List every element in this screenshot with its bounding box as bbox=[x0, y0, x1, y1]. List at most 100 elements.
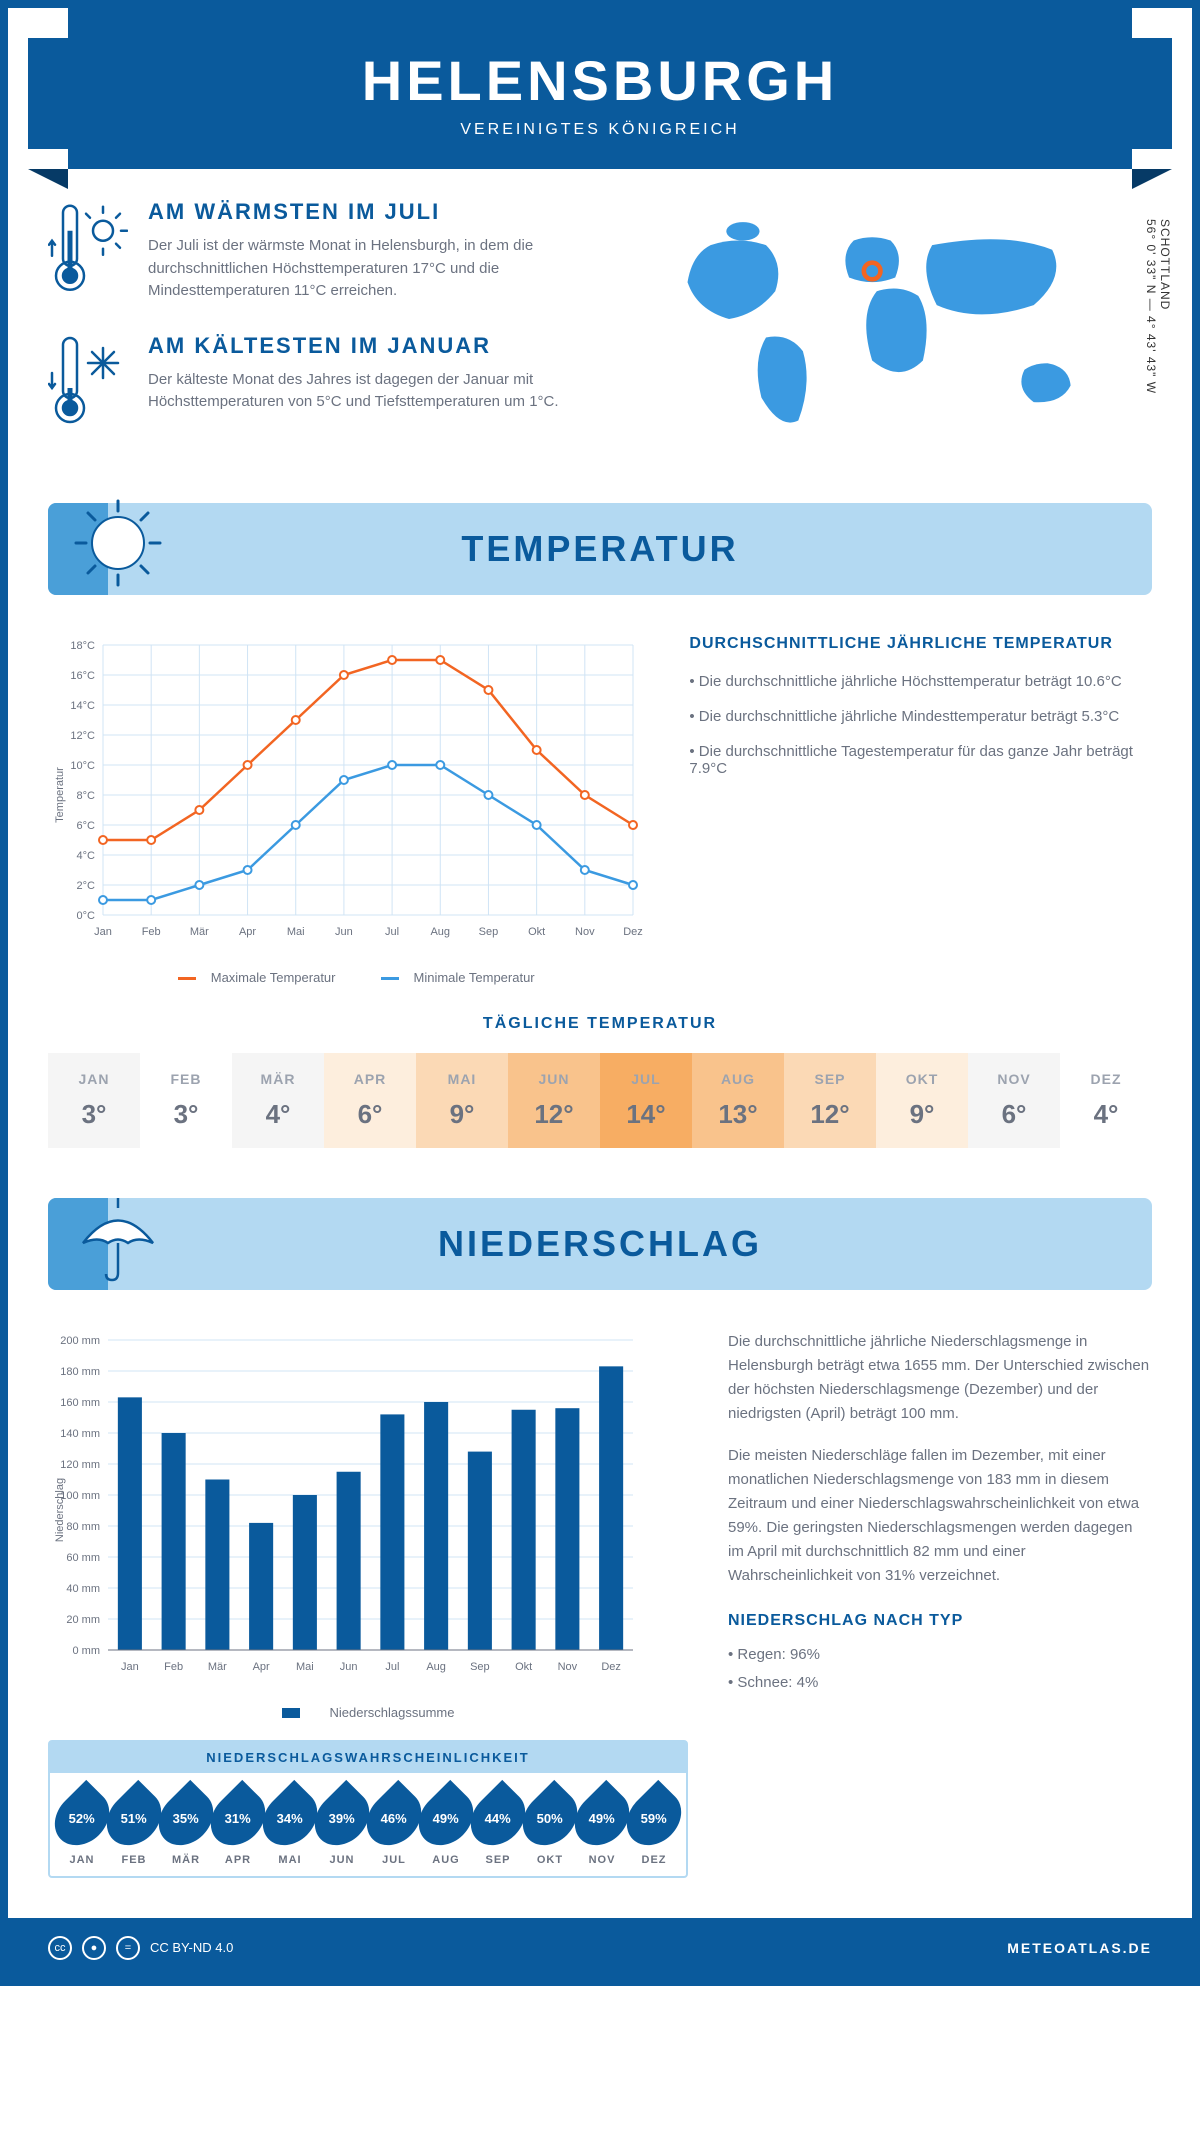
probability-drop: 49%AUG bbox=[422, 1788, 470, 1866]
svg-text:0 mm: 0 mm bbox=[73, 1645, 101, 1657]
svg-text:Jun: Jun bbox=[335, 926, 353, 938]
daily-cell: APR6° bbox=[324, 1053, 416, 1148]
svg-text:Jun: Jun bbox=[340, 1661, 358, 1673]
precipitation-banner: NIEDERSCHLAG bbox=[48, 1198, 1152, 1290]
svg-text:0°C: 0°C bbox=[77, 910, 96, 922]
temp-bullet: • Die durchschnittliche Tagestemperatur … bbox=[689, 743, 1152, 777]
precip-section-title: NIEDERSCHLAG bbox=[48, 1223, 1152, 1265]
probability-drop: 44%SEP bbox=[474, 1788, 522, 1866]
precip-bytype-list: • Regen: 96%• Schnee: 4% bbox=[728, 1643, 1152, 1695]
daily-cell: AUG13° bbox=[692, 1053, 784, 1148]
svg-text:40 mm: 40 mm bbox=[66, 1583, 100, 1595]
world-map bbox=[620, 199, 1152, 439]
cc-icon: cc bbox=[48, 1936, 72, 1960]
daily-cell: MAI9° bbox=[416, 1053, 508, 1148]
daily-cell: OKT9° bbox=[876, 1053, 968, 1148]
precipitation-bar-chart: 0 mm20 mm40 mm60 mm80 mm100 mm120 mm140 … bbox=[48, 1330, 648, 1690]
probability-title: NIEDERSCHLAGSWAHRSCHEINLICHKEIT bbox=[50, 1742, 686, 1773]
svg-text:10°C: 10°C bbox=[70, 760, 95, 772]
probability-drop: 35%MÄR bbox=[162, 1788, 210, 1866]
precip-paragraph: Die durchschnittliche jährliche Niedersc… bbox=[728, 1330, 1152, 1426]
svg-text:Sep: Sep bbox=[479, 926, 499, 938]
temp-bullet: • Die durchschnittliche jährliche Höchst… bbox=[689, 673, 1152, 690]
warmest-text: Der Juli ist der wärmste Monat in Helens… bbox=[148, 235, 580, 303]
temp-bullet: • Die durchschnittliche jährliche Mindes… bbox=[689, 708, 1152, 725]
svg-text:2°C: 2°C bbox=[77, 880, 96, 892]
thermometer-sun-icon bbox=[48, 199, 128, 303]
probability-drop: 46%JUL bbox=[370, 1788, 418, 1866]
line-chart-legend: Maximale TemperaturMinimale Temperatur bbox=[48, 970, 649, 985]
svg-text:160 mm: 160 mm bbox=[60, 1397, 100, 1409]
svg-text:Feb: Feb bbox=[164, 1661, 183, 1673]
svg-text:Jan: Jan bbox=[121, 1661, 139, 1673]
probability-drop: 50%OKT bbox=[526, 1788, 574, 1866]
footer: cc ● = CC BY-ND 4.0 METEOATLAS.DE bbox=[8, 1918, 1192, 1978]
svg-text:Niederschlag: Niederschlag bbox=[54, 1477, 66, 1541]
daily-cell: DEZ4° bbox=[1060, 1053, 1152, 1148]
svg-text:4°C: 4°C bbox=[77, 850, 96, 862]
svg-text:Apr: Apr bbox=[253, 1661, 270, 1673]
temp-section-title: TEMPERATUR bbox=[48, 528, 1152, 570]
svg-text:Okt: Okt bbox=[515, 1661, 532, 1673]
svg-text:60 mm: 60 mm bbox=[66, 1552, 100, 1564]
svg-text:120 mm: 120 mm bbox=[60, 1459, 100, 1471]
daily-cell: FEB3° bbox=[140, 1053, 232, 1148]
svg-text:Feb: Feb bbox=[142, 926, 161, 938]
license-text: CC BY-ND 4.0 bbox=[150, 1940, 233, 1955]
svg-text:Okt: Okt bbox=[528, 926, 545, 938]
probability-drop: 52%JAN bbox=[58, 1788, 106, 1866]
svg-text:200 mm: 200 mm bbox=[60, 1335, 100, 1347]
daily-temp-grid: JAN3°FEB3°MÄR4°APR6°MAI9°JUN12°JUL14°AUG… bbox=[48, 1053, 1152, 1148]
svg-text:Nov: Nov bbox=[558, 1661, 578, 1673]
precip-text: Die durchschnittliche jährliche Niedersc… bbox=[728, 1330, 1152, 1588]
sun-icon bbox=[68, 493, 168, 593]
coldest-text: Der kälteste Monat des Jahres ist dagege… bbox=[148, 369, 580, 414]
svg-text:100 mm: 100 mm bbox=[60, 1490, 100, 1502]
daily-cell: SEP12° bbox=[784, 1053, 876, 1148]
probability-drop: 34%MAI bbox=[266, 1788, 314, 1866]
svg-text:6°C: 6°C bbox=[77, 820, 96, 832]
daily-cell: JUL14° bbox=[600, 1053, 692, 1148]
svg-text:80 mm: 80 mm bbox=[66, 1521, 100, 1533]
warmest-fact: AM WÄRMSTEN IM JULI Der Juli ist der wär… bbox=[48, 199, 580, 303]
precip-bytype-item: • Schnee: 4% bbox=[728, 1671, 1152, 1695]
svg-text:Jul: Jul bbox=[385, 1661, 399, 1673]
svg-text:Apr: Apr bbox=[239, 926, 256, 938]
precip-bytype-title: NIEDERSCHLAG NACH TYP bbox=[728, 1608, 1152, 1634]
svg-text:Temperatur: Temperatur bbox=[54, 766, 66, 822]
svg-text:8°C: 8°C bbox=[77, 790, 96, 802]
coldest-title: AM KÄLTESTEN IM JANUAR bbox=[148, 333, 580, 359]
svg-text:Mai: Mai bbox=[287, 926, 305, 938]
country-subtitle: VEREINIGTES KÖNIGREICH bbox=[28, 121, 1172, 139]
temperature-line-chart: 0°C2°C4°C6°C8°C10°C12°C14°C16°C18°CJanFe… bbox=[48, 635, 648, 955]
svg-text:Dez: Dez bbox=[623, 926, 643, 938]
svg-text:12°C: 12°C bbox=[70, 730, 95, 742]
svg-text:140 mm: 140 mm bbox=[60, 1428, 100, 1440]
temperature-banner: TEMPERATUR bbox=[48, 503, 1152, 595]
svg-text:Sep: Sep bbox=[470, 1661, 490, 1673]
temp-info-title: DURCHSCHNITTLICHE JÄHRLICHE TEMPERATUR bbox=[689, 635, 1152, 653]
svg-text:14°C: 14°C bbox=[70, 700, 95, 712]
intro-section: AM WÄRMSTEN IM JULI Der Juli ist der wär… bbox=[48, 199, 1152, 463]
daily-cell: NOV6° bbox=[968, 1053, 1060, 1148]
daily-cell: JAN3° bbox=[48, 1053, 140, 1148]
umbrella-icon bbox=[68, 1188, 168, 1288]
probability-drop: 31%APR bbox=[214, 1788, 262, 1866]
svg-text:Aug: Aug bbox=[426, 1661, 446, 1673]
daily-cell: JUN12° bbox=[508, 1053, 600, 1148]
nd-icon: = bbox=[116, 1936, 140, 1960]
svg-text:Mai: Mai bbox=[296, 1661, 314, 1673]
header-banner: HELENSBURGH VEREINIGTES KÖNIGREICH bbox=[68, 8, 1132, 169]
probability-drop: 49%NOV bbox=[578, 1788, 626, 1866]
probability-drop: 39%JUN bbox=[318, 1788, 366, 1866]
thermometer-snow-icon bbox=[48, 333, 128, 433]
temp-bullets: • Die durchschnittliche jährliche Höchst… bbox=[689, 673, 1152, 777]
probability-box: NIEDERSCHLAGSWAHRSCHEINLICHKEIT 52%JAN51… bbox=[48, 1740, 688, 1878]
daily-cell: MÄR4° bbox=[232, 1053, 324, 1148]
coldest-fact: AM KÄLTESTEN IM JANUAR Der kälteste Mona… bbox=[48, 333, 580, 433]
infographic-page: HELENSBURGH VEREINIGTES KÖNIGREICH bbox=[0, 0, 1200, 1986]
precip-paragraph: Die meisten Niederschläge fallen im Deze… bbox=[728, 1444, 1152, 1588]
svg-text:Jan: Jan bbox=[94, 926, 112, 938]
svg-text:Nov: Nov bbox=[575, 926, 595, 938]
svg-text:18°C: 18°C bbox=[70, 640, 95, 652]
